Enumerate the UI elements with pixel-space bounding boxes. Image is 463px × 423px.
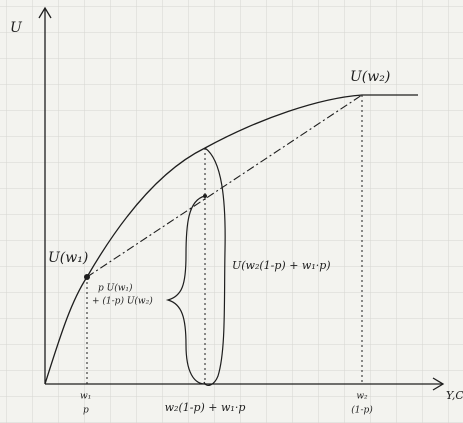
label-u-w1: U(w₁) — [48, 250, 88, 266]
y-axis-label: U — [10, 20, 23, 36]
x-label-w1: w₁ — [80, 392, 91, 402]
x-label-w2: w₂ — [356, 392, 368, 402]
chord — [86, 94, 363, 278]
point-w1 — [84, 274, 90, 280]
label-expected-utility: + (1-p) U(w₂) — [92, 296, 153, 307]
x-axis-label: Y,C — [446, 389, 463, 402]
x-label-expected-wealth: w₂(1-p) + w₁·p — [165, 401, 246, 414]
y-arrow — [38, 6, 52, 19]
brace-left — [165, 195, 206, 385]
guides — [86, 95, 363, 384]
x-arrow — [432, 377, 445, 391]
label-u-w2: U(w₂) — [350, 69, 390, 85]
utility-curve — [44, 94, 418, 385]
label-utility-expected-wealth: U(w₂(1-p) + w₁·p) — [232, 259, 331, 272]
label-expected-utility: p U(w₁) — [98, 283, 133, 294]
axes — [38, 6, 445, 391]
x-label-p: p — [83, 406, 89, 416]
x-label-1-minus-p: (1-p) — [351, 405, 373, 416]
bracket-right — [203, 147, 226, 386]
